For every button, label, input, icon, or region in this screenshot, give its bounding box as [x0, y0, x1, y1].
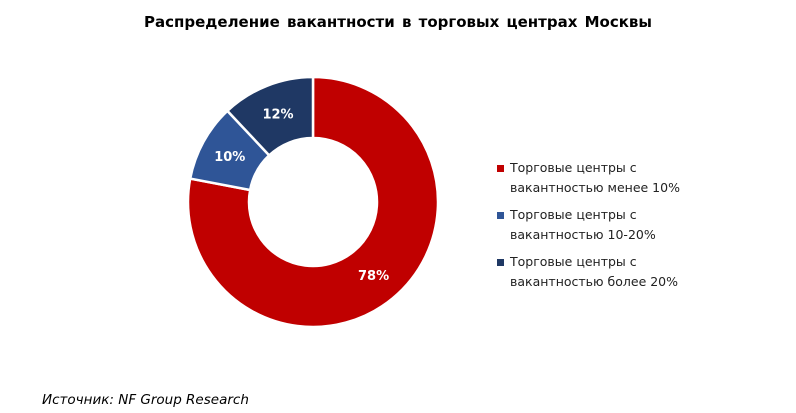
legend: Торговые центры с вакантностью менее 10% Т… [497, 158, 710, 299]
legend-swatch [497, 165, 504, 172]
legend-label-line: Торговые центры с [510, 160, 637, 175]
legend-item-2: Торговые центры с вакантностью более 20% [497, 252, 710, 292]
legend-label-line: Торговые центры с [510, 207, 637, 222]
data-label-1: 10% [214, 150, 245, 165]
donut-slice-0 [186, 75, 440, 329]
legend-label-line: вакантностью менее 10% [510, 180, 680, 195]
legend-swatch [497, 212, 504, 219]
data-label-0: 78% [358, 269, 389, 284]
legend-item-1: Торговые центры с вакантностью 10-20% [497, 205, 710, 245]
legend-label-line: вакантностью более 20% [510, 274, 679, 289]
legend-item-0: Торговые центры с вакантностью менее 10% [497, 158, 710, 198]
chart-title: Распределение вакантности в торговых цен… [144, 13, 652, 31]
legend-swatch [497, 259, 504, 266]
legend-label-line: Торговые центры с [510, 254, 637, 269]
source-note: Источник: NF Group Research [42, 392, 249, 408]
data-label-2: 12% [262, 108, 293, 123]
legend-label-line: вакантностью 10-20% [510, 227, 656, 242]
donut-slice-2 [225, 75, 315, 158]
